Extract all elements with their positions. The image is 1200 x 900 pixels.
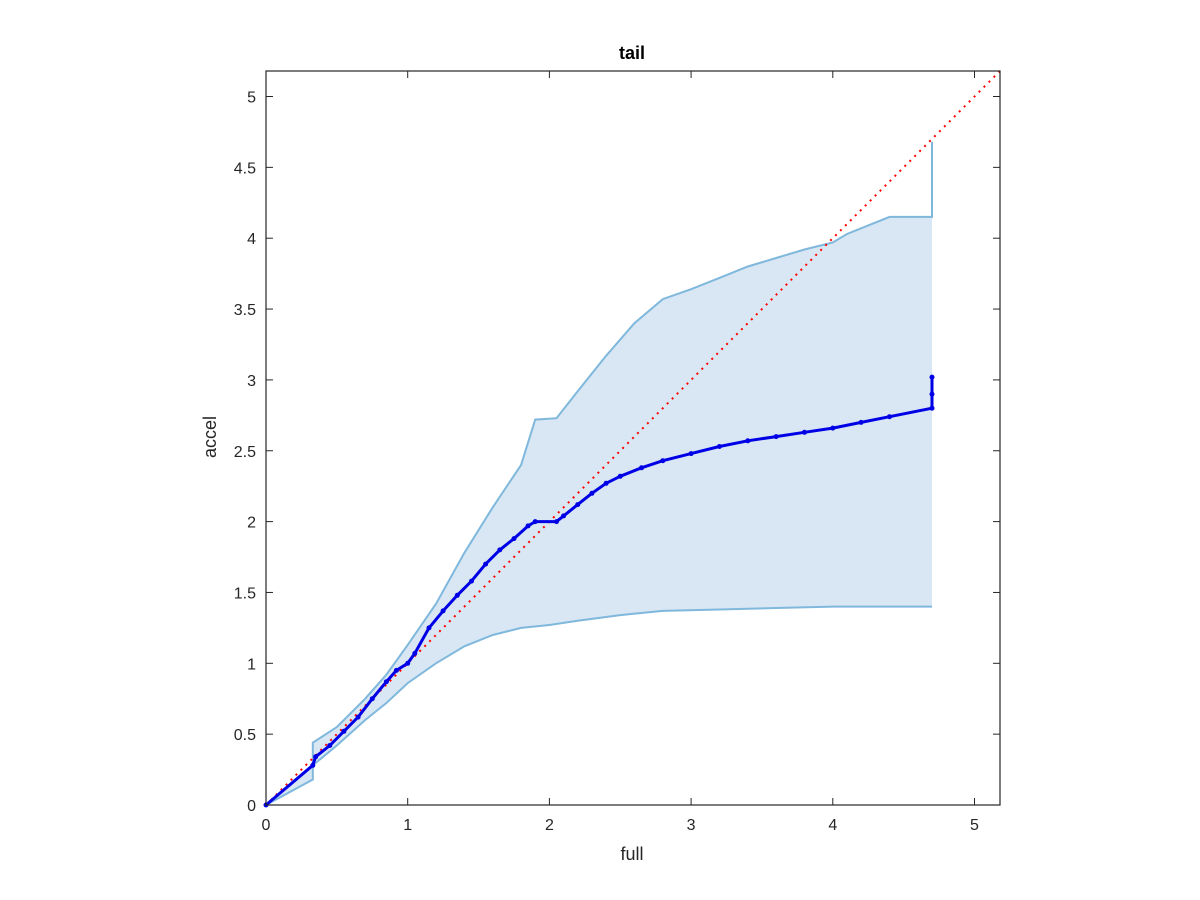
data-point bbox=[929, 405, 935, 411]
plot-area: 0 1 2 3 4 5 0 0.5 1 1.5 2 2.5 3 3.5 4 4.5 5 bbox=[234, 70, 1001, 834]
y-tick-label: 0.5 bbox=[234, 727, 256, 744]
axes-box bbox=[265, 70, 1001, 806]
band-lower-edge bbox=[265, 605, 932, 806]
data-point bbox=[426, 625, 432, 631]
x-tick-label: 5 bbox=[970, 817, 979, 834]
data-point bbox=[369, 696, 375, 702]
data-point bbox=[773, 434, 779, 440]
data-point bbox=[561, 513, 567, 519]
x-tick-label: 4 bbox=[828, 817, 837, 834]
data-point bbox=[858, 419, 864, 425]
data-point bbox=[393, 667, 399, 673]
data-point bbox=[716, 444, 722, 449]
data-point bbox=[483, 561, 489, 567]
x-axis-label: full bbox=[620, 844, 643, 864]
chart-title: tail bbox=[619, 43, 645, 63]
x-tick-label: 3 bbox=[687, 817, 696, 834]
y-tick-label: 2.5 bbox=[234, 444, 256, 461]
y-tick-label: 4.5 bbox=[234, 160, 256, 177]
data-point bbox=[830, 425, 836, 431]
data-point bbox=[405, 660, 411, 666]
data-point bbox=[469, 578, 474, 584]
y-tick-label: 3 bbox=[247, 373, 256, 390]
data-point bbox=[603, 480, 609, 486]
data-point bbox=[745, 438, 751, 444]
data-point bbox=[341, 728, 347, 734]
data-point bbox=[440, 608, 446, 614]
data-point bbox=[310, 762, 316, 768]
x-tick-label: 0 bbox=[262, 817, 271, 834]
data-point bbox=[929, 374, 935, 380]
data-point bbox=[660, 458, 666, 464]
y-tick-label: 1 bbox=[247, 656, 256, 673]
data-point bbox=[554, 519, 559, 525]
data-point bbox=[383, 679, 389, 685]
data-point bbox=[617, 473, 623, 479]
data-point bbox=[454, 592, 460, 598]
data-point bbox=[525, 523, 531, 529]
x-tick-label: 2 bbox=[545, 817, 554, 834]
data-point bbox=[887, 414, 892, 420]
y-axis-label: accel bbox=[200, 416, 220, 458]
data-point bbox=[313, 754, 319, 760]
data-point bbox=[497, 547, 503, 553]
data-point bbox=[412, 650, 418, 656]
data-point bbox=[355, 714, 361, 720]
data-point bbox=[575, 502, 581, 508]
y-tick-label: 3.5 bbox=[234, 302, 256, 319]
data-point bbox=[511, 536, 517, 542]
data-point bbox=[639, 465, 644, 471]
data-point bbox=[688, 451, 694, 457]
data-point bbox=[532, 519, 538, 525]
data-point bbox=[327, 743, 333, 748]
y-tick-label: 4 bbox=[247, 231, 256, 248]
data-point bbox=[802, 429, 807, 435]
y-tick-label: 5 bbox=[247, 90, 256, 107]
y-tick-label: 1.5 bbox=[234, 585, 256, 602]
reference-line bbox=[265, 70, 1001, 806]
band-upper-edge bbox=[265, 141, 933, 806]
data-point bbox=[589, 490, 595, 496]
y-tick-label: 0 bbox=[247, 798, 256, 815]
y-tick-label: 2 bbox=[247, 515, 256, 532]
x-tick-label: 1 bbox=[403, 817, 412, 834]
data-point bbox=[929, 391, 935, 397]
